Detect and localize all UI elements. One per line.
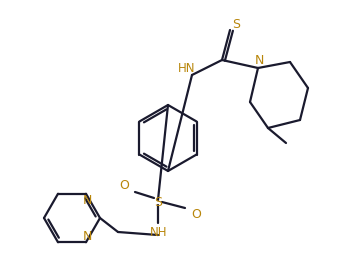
Text: N: N (82, 194, 92, 207)
Text: S: S (154, 197, 162, 210)
Text: NH: NH (150, 226, 168, 239)
Text: HN: HN (178, 61, 196, 75)
Text: S: S (232, 18, 240, 31)
Text: N: N (82, 230, 92, 243)
Text: N: N (254, 54, 264, 67)
Text: O: O (119, 178, 129, 191)
Text: O: O (191, 207, 201, 220)
